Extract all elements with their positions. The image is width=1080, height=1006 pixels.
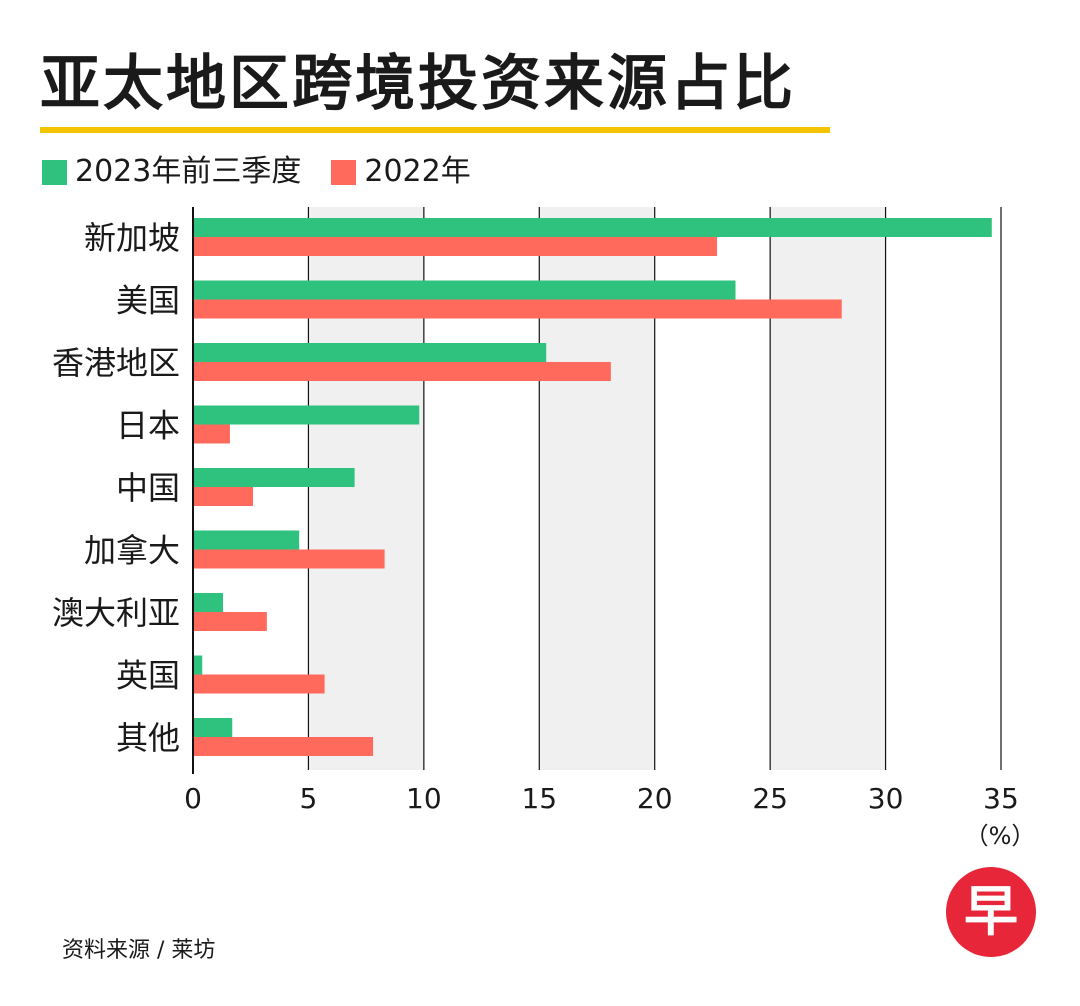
x-tick-label: 15 (521, 782, 557, 815)
source-note: 资料来源 / 莱坊 (62, 938, 216, 963)
x-tick-label: 30 (868, 782, 904, 815)
bar (193, 218, 992, 237)
x-tick-label: 10 (406, 782, 442, 815)
x-tick-label: 0 (184, 782, 202, 815)
bar (193, 424, 230, 444)
bar (193, 468, 355, 487)
bar (193, 299, 842, 319)
legend-item-2022: 2022年 (331, 150, 471, 194)
legend-label-2023: 2023年前三季度 (75, 154, 302, 189)
x-tick-label: 35 (983, 782, 1019, 815)
bar (193, 593, 224, 612)
bar (193, 362, 611, 381)
chart-title: 亚太地区跨境投资来源占比 (40, 49, 796, 119)
unit-label: （%） (965, 822, 1036, 850)
x-tick-label: 25 (752, 782, 788, 815)
category-label: 美国 (116, 282, 180, 320)
legend-swatch-2022 (331, 159, 357, 185)
legend-swatch-2023 (42, 159, 67, 185)
grid-band (770, 207, 886, 770)
category-label: 香港地区 (52, 344, 180, 382)
legend-label-2022: 2022年 (364, 154, 471, 189)
category-label: 新加坡 (84, 219, 180, 257)
category-label: 加拿大 (84, 532, 180, 570)
category-label: 澳大利亚 (52, 594, 180, 632)
bar (193, 718, 233, 737)
bar (193, 237, 718, 256)
category-label: 中国 (116, 469, 180, 507)
title-underline (40, 127, 830, 133)
category-label: 其他 (116, 719, 180, 757)
bar (193, 405, 420, 425)
legend: 2023年前三季度 2022年 (42, 150, 501, 194)
bar (193, 487, 254, 506)
x-tick-label: 20 (637, 782, 673, 815)
x-tick-label: 5 (300, 782, 318, 815)
zaobao-logo-icon: 早 (946, 867, 1036, 957)
bar (193, 549, 385, 569)
bar (193, 655, 203, 675)
legend-item-2023: 2023年前三季度 (42, 150, 301, 194)
category-label: 英国 (116, 657, 180, 695)
bar (193, 612, 267, 631)
category-label: 日本 (116, 407, 180, 445)
bar (193, 343, 547, 362)
bar (193, 674, 325, 694)
bar (193, 280, 736, 300)
bar (193, 530, 300, 550)
logo-text: 早 (964, 880, 1018, 943)
bar (193, 737, 374, 756)
